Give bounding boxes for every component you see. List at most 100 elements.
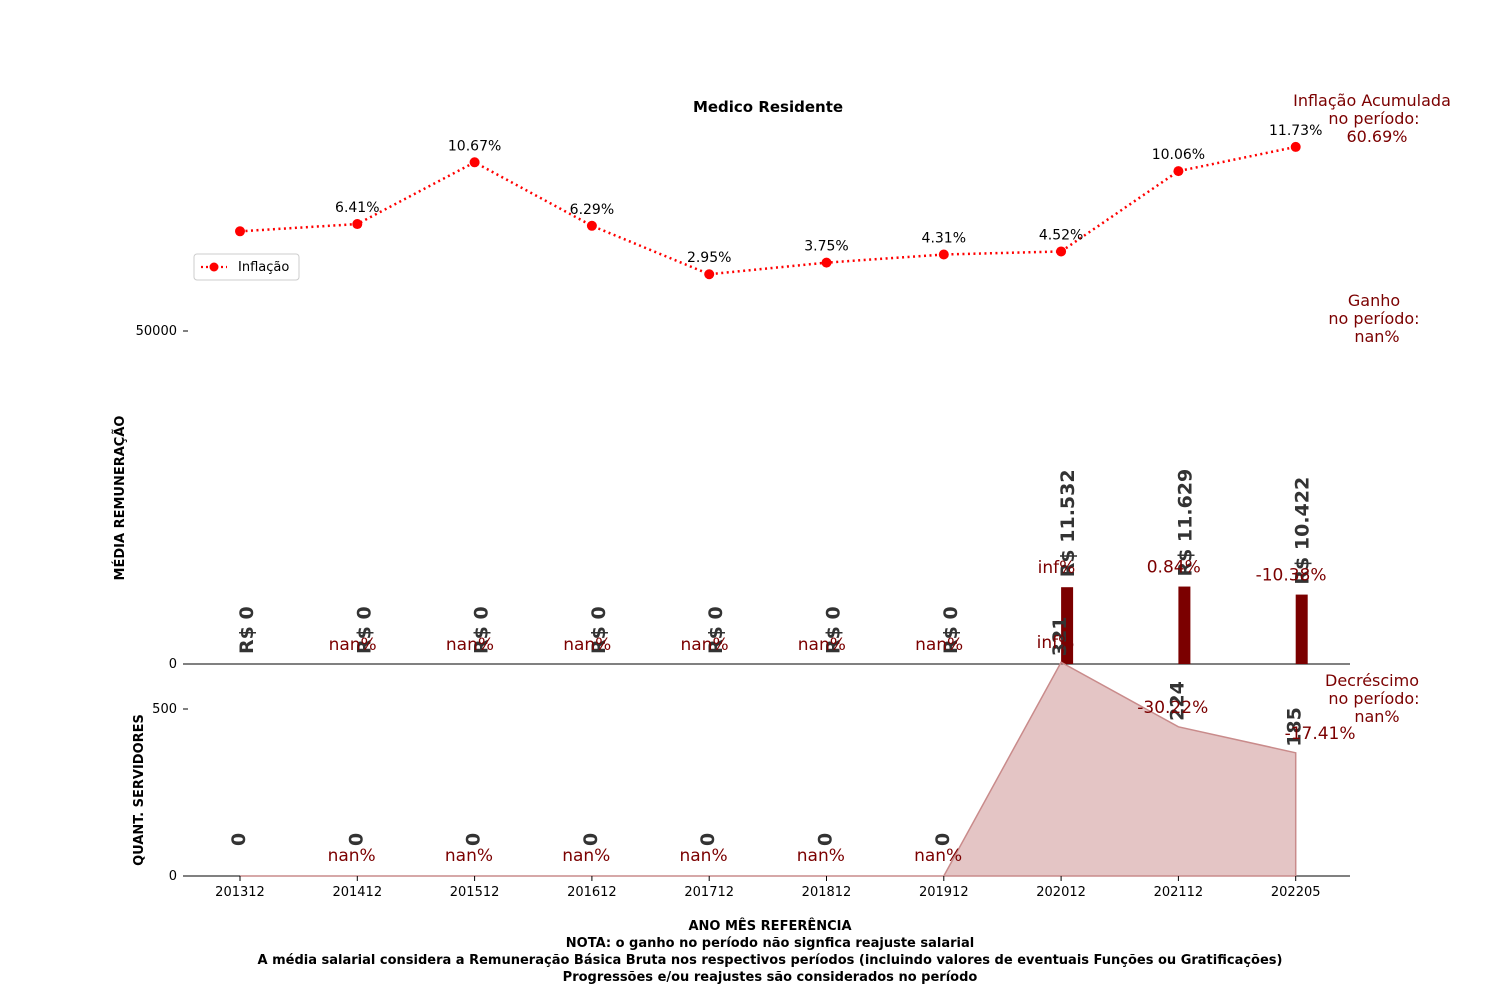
servers-change-label: nan% [445,846,493,866]
servers-value-label: 0 [932,833,954,846]
remuneration-change-label: 0.84% [1147,558,1201,578]
side-note-gain-value: nan% [1354,327,1399,346]
inflation-point [1056,246,1067,257]
remuneration-value-label: R$ 0 [236,606,258,654]
remuneration-value-label: R$ 0 [471,606,493,654]
inflation-label: 6.41% [335,200,379,216]
x-axis-ticks: 201312 201412 201512 201612 201712 201812 2019… [215,876,1321,900]
servers-value-label: 0 [697,833,719,846]
x-tick-label: 201712 [684,885,734,900]
servers-tick-top: 500 [152,702,177,717]
servers-value-label: 185 [1284,707,1306,747]
side-note-inflation-line: Inflação Acumulada [1293,91,1451,110]
inflation-point [235,226,245,237]
servers-change-label: nan% [328,846,376,866]
side-note-inflation: Inflação Acumulada no período: 60.69% [1293,91,1451,146]
inflation-label: 11.73% [1269,123,1322,139]
servers-value-label: 0 [228,833,250,846]
remuneration-tick-top: 50000 [136,324,177,339]
servers-change-label: nan% [797,846,845,866]
side-note-gain: Ganho no período: nan% [1328,291,1419,346]
note-line: Progressões e/ou reajustes são considera… [562,970,978,985]
inflation-label: 2.95% [687,250,731,266]
remuneration-bar [1061,587,1074,664]
remuneration-change-label: nan% [329,635,377,655]
remuneration-value-label: R$ 0 [940,606,962,654]
inflation-label: 10.67% [448,138,501,154]
x-tick-label: 201312 [215,885,265,900]
remuneration-change-label: -10.38% [1256,566,1327,586]
legend-marker [209,262,219,272]
inflation-legend: Inflação [193,253,300,281]
servers-change-label: -17.41% [1285,724,1356,744]
remuneration-value-label: R$ 11.629 [1174,469,1196,577]
servers-value-label: 224 [1166,681,1188,721]
remuneration-tick-zero: 0 [169,657,177,672]
inflation-point [704,269,715,280]
servers-value-label: 0 [345,833,367,846]
x-tick-label: 202012 [1036,885,1086,900]
inflation-label: 3.75% [804,239,848,255]
servers-value-label: 0 [580,833,602,846]
remuneration-value-label: R$ 10.422 [1292,477,1314,585]
remuneration-series: R$ 0 R$ 0 R$ 0 R$ 0 R$ 0 R$ 0 R$ 0 R$ 11.532 R$ … [236,469,1327,664]
remuneration-value-label: R$ 0 [823,606,845,654]
side-note-decrease-value: nan% [1354,707,1399,726]
inflation-point [1290,141,1301,152]
chart-notes: ANO MÊS REFERÊNCIA NOTA: o ganho no perí… [220,918,1320,986]
side-note-decrease: Decréscimo no período: nan% [1325,671,1420,726]
servers-change-label: -30.22% [1137,698,1208,718]
side-note-gain-line: no período: [1328,309,1419,328]
chart-title: Medico Residente [693,98,843,116]
servers-tick-zero: 0 [169,869,177,884]
inflation-point [821,257,832,268]
inflation-label: 4.31% [922,231,966,247]
servers-value-label: 0 [815,833,837,846]
remuneration-change-label: nan% [915,635,963,655]
x-axis-label: ANO MÊS REFERÊNCIA [688,919,852,934]
servers-series: 0 0 0 0 0 0 0 321 224 185 nan% nan% nan% nan% nan% nan%… [228,617,1356,877]
inflation-series: 6.41% 10.67% 6.29% 2.95% 3.75% 4.31% 4.52% 10.0… [235,123,1322,280]
legend-label: Inflação [238,260,289,275]
inflation-label: 4.52% [1039,227,1083,243]
inflation-point [352,219,363,230]
remuneration-change-label: nan% [446,635,494,655]
servers-change-label: inf% [1037,633,1075,653]
remuneration-value-label: R$ 0 [588,606,610,654]
side-note-decrease-line: Decréscimo [1325,671,1419,690]
x-tick-label: 202112 [1154,885,1204,900]
servers-area [240,661,1297,877]
x-tick-label: 201412 [332,885,382,900]
inflation-point [938,249,949,260]
inflation-line [239,145,1296,276]
x-tick-label: 202205 [1271,885,1321,900]
servers-value-label: 0 [463,833,485,846]
x-tick-label: 201812 [802,885,852,900]
x-tick-label: 201612 [567,885,617,900]
side-note-inflation-line: no período: [1328,109,1419,128]
inflation-point [469,157,480,168]
side-note-decrease-line: no período: [1328,689,1419,708]
remuneration-change-label: nan% [680,635,728,655]
side-note-inflation-value: 60.69% [1346,127,1407,146]
x-tick-label: 201512 [450,885,500,900]
inflation-point [1173,166,1184,177]
servers-value-label: 321 [1049,617,1071,657]
remuneration-change-label: nan% [798,635,846,655]
inflation-point [586,220,597,231]
remuneration-bar [1295,594,1308,664]
servers-change-label: nan% [562,846,610,866]
remuneration-value-label: R$ 0 [353,606,375,654]
remuneration-change-label: nan% [563,635,611,655]
servers-ylabel: QUANT. SERVIDORES [132,714,147,866]
servers-change-label: nan% [914,846,962,866]
remuneration-value-label: R$ 0 [705,606,727,654]
inflation-label: 10.06% [1152,147,1205,163]
remuneration-bar [1178,586,1191,664]
note-line: A média salarial considera a Remuneração… [257,953,1283,968]
inflation-label: 6.29% [570,202,614,218]
remuneration-ylabel: MÉDIA REMUNERAÇÃO [112,416,128,581]
note-line: NOTA: o ganho no período não signfica re… [565,936,975,951]
servers-change-label: nan% [679,846,727,866]
